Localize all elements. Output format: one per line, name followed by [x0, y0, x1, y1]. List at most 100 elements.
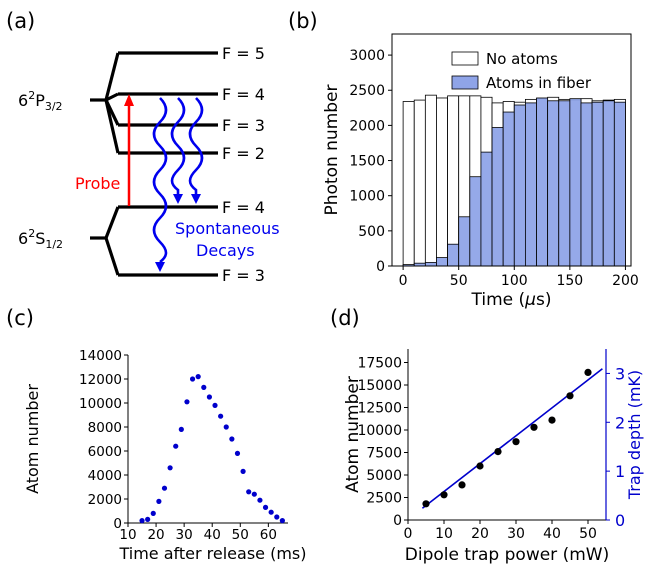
decay-wave-3 [188, 97, 204, 196]
bar-atoms-in-fiber [547, 100, 560, 267]
bar-atoms-in-fiber [591, 101, 604, 267]
y-tick-label: 2000 [349, 118, 385, 134]
y2-tick-label: 1 [615, 462, 625, 481]
data-point [494, 448, 502, 456]
data-point [173, 443, 179, 449]
y-tick-label: 6000 [88, 444, 122, 460]
panel-label-a: (a) [6, 9, 35, 33]
x-tick-label: 0 [399, 273, 408, 289]
data-point [440, 491, 448, 499]
data-point [279, 518, 285, 524]
probe-label: Probe [75, 174, 120, 193]
x-tick-label: 20 [147, 527, 164, 543]
y-tick-label: 5000 [366, 468, 402, 484]
decay-label-2: Decays [196, 241, 255, 260]
bar-no-atoms [436, 97, 448, 267]
upper-branch-f4 [105, 92, 119, 102]
y-axis-label: Atom number [23, 384, 42, 494]
x-tick-label: 50 [232, 527, 249, 543]
data-point [422, 500, 430, 508]
data-point [195, 374, 201, 380]
data-point [566, 392, 574, 400]
x-tick-label: 150 [556, 273, 583, 289]
bar-atoms-in-fiber [513, 104, 526, 267]
f-label-p-4: F = 4 [222, 85, 265, 104]
x-tick-label: 10 [435, 526, 453, 542]
legend-swatch-atoms [451, 75, 479, 90]
data-point [167, 465, 173, 471]
y-tick-label: 0 [376, 259, 385, 275]
data-point [274, 514, 280, 520]
upper-branch-f5 [104, 52, 120, 101]
x-tick-label: 30 [176, 527, 193, 543]
data-point [512, 438, 520, 446]
x-axis-label: Dipole trap power (mW) [405, 545, 609, 565]
f-label-p-2: F = 2 [222, 144, 265, 163]
data-point [139, 518, 145, 524]
data-point [229, 436, 235, 442]
data-point [189, 376, 196, 382]
legend-label-atoms: Atoms in fiber [486, 74, 592, 92]
f-label-p-5: F = 5 [222, 44, 265, 63]
bar-atoms-in-fiber [458, 216, 471, 267]
x-axis-label: Time after release (ms) [118, 544, 306, 563]
bar-atoms-in-fiber [424, 262, 437, 267]
chart-b: 0 500 1000 1500 2000 2500 3000 0 50 100 150 200 Time… [322, 33, 639, 310]
bar-atoms-in-fiber [536, 97, 549, 267]
decay-arrowhead-3 [191, 194, 201, 204]
fit-line [421, 368, 603, 509]
bar-no-atoms [447, 95, 460, 267]
decay-arrowhead-1 [155, 262, 165, 272]
decay-label-1: Spontaneous [175, 219, 280, 238]
bar-atoms-in-fiber [469, 176, 482, 267]
legend-swatch-no-atoms [451, 51, 479, 66]
probe-arrow [124, 94, 134, 206]
f-label-s-3: F = 3 [222, 266, 265, 285]
chart-c: 0 2000 4000 6000 8000 10000 12000 14000 10 20 30 40… [23, 348, 307, 563]
y-tick-label: 10000 [79, 396, 122, 412]
y-tick-label: 14000 [79, 348, 122, 364]
x-tick-label: 40 [543, 526, 561, 542]
y-tick-label: 1000 [349, 189, 385, 205]
y-tick-label: 0 [113, 516, 122, 532]
data-point [458, 481, 466, 489]
x-tick-label: 50 [579, 526, 597, 542]
bar-no-atoms [413, 99, 426, 267]
y2-tick-label: 2 [615, 413, 625, 432]
bar-atoms-in-fiber [491, 127, 504, 267]
y-tick-label: 7500 [366, 446, 402, 462]
x-tick-label: 50 [450, 273, 468, 289]
bar-atoms-in-fiber [524, 102, 537, 267]
state-label-p32: 62P3/2 [18, 89, 63, 113]
state-label-s12: 62S1/2 [18, 227, 63, 251]
bar-atoms-in-fiber [447, 243, 460, 267]
bar-atoms-in-fiber [558, 100, 571, 267]
decay-wave-1 [152, 97, 168, 264]
x-axis-label: Time (μs) [471, 290, 552, 310]
bar-atoms-in-fiber [569, 98, 582, 267]
data-point [156, 498, 162, 504]
y-tick-label: 3000 [349, 48, 385, 64]
y-axis-label: Photon number [322, 84, 342, 215]
y-tick-label: 15000 [357, 378, 402, 394]
x-tick-label: 0 [404, 526, 413, 542]
y2-tick-label: 0 [615, 511, 625, 530]
x-tick-label: 200 [612, 273, 639, 289]
data-point [548, 416, 556, 424]
data-point [178, 426, 184, 432]
data-point [262, 504, 269, 510]
x-tick-label: 100 [501, 273, 528, 289]
decay-wave-2 [170, 97, 186, 196]
x-tick-label: 20 [471, 526, 489, 542]
y-tick-label: 10000 [357, 423, 402, 439]
data-point [201, 384, 207, 390]
upper-branch-f2 [104, 99, 120, 154]
bar-atoms-in-fiber [502, 111, 515, 267]
y-tick-label: 4000 [88, 468, 122, 484]
data-point [234, 450, 241, 456]
y-tick-label: 0 [393, 513, 402, 529]
y2-axis-label: Trap depth (mK) [625, 370, 644, 500]
data-point [530, 423, 538, 431]
data-point [184, 399, 190, 405]
